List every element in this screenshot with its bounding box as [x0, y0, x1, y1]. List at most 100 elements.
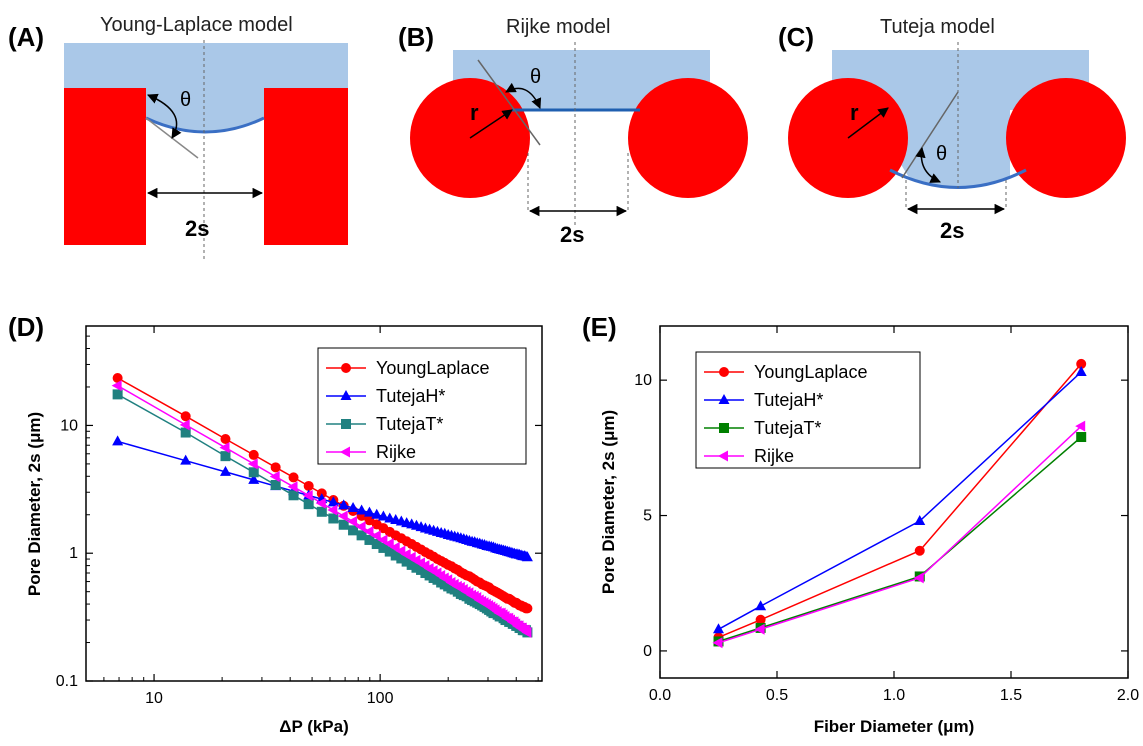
- chart-d-point-tutejat: [112, 389, 123, 400]
- chart-e-xtick-label: 2.0: [1117, 687, 1139, 704]
- chart-e-xtick-label: 1.0: [883, 687, 905, 704]
- radius-arrow-c: [847, 107, 889, 139]
- chart-e-legend-marker-rijke: [718, 450, 728, 462]
- chart-d-point-tutejat: [356, 530, 367, 541]
- chart-d-point-tutejah: [327, 496, 339, 507]
- chart-d-point-rijke: [377, 534, 388, 546]
- chart-d-point-tutejat: [303, 499, 314, 510]
- chart-d-point-tutejat: [396, 553, 407, 564]
- chart-d-point-tutejat: [390, 550, 401, 561]
- chart-d-point-rijke: [302, 489, 313, 501]
- chart-d-legend-label-younglaplace: YoungLaplace: [376, 358, 489, 378]
- chart-e-legend-marker-younglaplace: [719, 367, 729, 377]
- chart-d-point-rijke: [370, 530, 381, 542]
- chart-d-point-rijke: [327, 504, 338, 516]
- fiber-right-c: [1006, 78, 1126, 198]
- chart-d-point-rijke: [269, 471, 280, 483]
- gap-label-b: 2s: [560, 222, 584, 247]
- chart-e-legend-label-tutejah: TutejaH*: [754, 390, 823, 410]
- chart-d-legend-marker-rijke: [340, 446, 350, 458]
- chart-d-legend-label-rijke: Rijke: [376, 442, 416, 462]
- chart-d-ytick-label: 1: [69, 545, 78, 562]
- chart-d-frame: [85, 325, 543, 682]
- chart-e-point-rijke: [1075, 420, 1086, 432]
- panel-b-schematic: (B) Rijke model r θ 2s: [398, 16, 748, 247]
- chart-d-point-tutejah: [521, 551, 533, 562]
- chart-d-point-tutejat: [384, 546, 395, 557]
- chart-e-legend-label-tutejat: TutejaT*: [754, 418, 821, 438]
- chart-d-point-tutejat: [270, 479, 281, 490]
- chart-e-legend-label-rijke: Rijke: [754, 446, 794, 466]
- chart-e-point-younglaplace: [755, 614, 766, 625]
- chart-e-point-tutejah: [713, 623, 724, 634]
- chart-e-point-rijke: [754, 623, 765, 635]
- chart-d-point-tutejah: [347, 501, 359, 512]
- chart-e-legend: YoungLaplace TutejaH* TutejaT* Rijke: [695, 351, 921, 469]
- chart-d-point-tutejah: [377, 510, 389, 521]
- chart-d-point-tutejat: [328, 513, 339, 524]
- chart-d-legend-label-tutejat: TutejaT*: [376, 414, 443, 434]
- chart-d-point-tutejah: [180, 454, 192, 465]
- fiber-right-b: [628, 78, 748, 198]
- chart-d-point-tutejat: [248, 467, 259, 478]
- chart-d-point-younglaplace: [288, 472, 299, 483]
- chart-e-xtick-label: 0.5: [766, 687, 788, 704]
- theta-label-a: θ: [180, 89, 191, 111]
- chart-d-point-tutejah: [248, 473, 260, 484]
- tangent-line-c: [901, 91, 959, 179]
- panel-b-title: Rijke model: [506, 16, 610, 38]
- chart-e-series-line-younglaplace: [718, 363, 1082, 639]
- chart-d-ytick-label: 10: [60, 417, 78, 434]
- chart-d-point-tutejat: [401, 556, 412, 567]
- chart-e-series-line-rijke: [718, 425, 1082, 644]
- chart-e-ticks: 0.0 0.5 1.0 1.5 2.0 0 5 10: [634, 326, 1139, 704]
- theta-arc-a: [147, 93, 182, 139]
- chart-d-ylabel: Pore Diameter, 2s (μm): [25, 412, 44, 596]
- chart-e-legend-marker-tutejah: [718, 394, 730, 404]
- chart-d-point-rijke: [287, 481, 298, 493]
- chart-d-point-tutejah: [338, 499, 350, 510]
- chart-d-point-younglaplace: [248, 449, 259, 460]
- chart-d-point-rijke: [315, 497, 326, 509]
- chart-d-point-rijke: [247, 458, 258, 470]
- chart-d-point-tutejat: [338, 519, 349, 530]
- chart-d-point-younglaplace: [270, 462, 281, 473]
- chart-e-legend-marker-tutejat: [719, 423, 729, 433]
- chart-d-point-tutejat: [180, 427, 191, 438]
- chart-d-point-tutejat: [316, 506, 327, 517]
- panel-a-label: (A): [8, 22, 44, 52]
- chart-d-legend: YoungLaplace TutejaH* TutejaT* Rijke: [317, 347, 527, 465]
- chart-e-ytick-label: 0: [643, 643, 652, 660]
- gap-label-c: 2s: [940, 218, 964, 243]
- chart-d-point-younglaplace: [112, 373, 123, 384]
- chart-d-point-tutejat: [364, 534, 375, 545]
- chart-d-point-rijke: [521, 626, 532, 638]
- theta-label-b: θ: [530, 66, 541, 88]
- chart-e-point-tutejah: [1075, 366, 1087, 377]
- chart-e-ytick-label: 5: [643, 508, 652, 525]
- chart-e-point-tutejah: [755, 600, 767, 611]
- chart-d-point-rijke: [219, 442, 230, 454]
- liquid-layer-a: [64, 43, 348, 88]
- chart-e-series-line-tutejat: [718, 436, 1082, 643]
- chart-e-point-tutejat: [1076, 432, 1087, 443]
- solid-post-left-a: [64, 88, 146, 245]
- chart-d-point-rijke: [383, 538, 394, 550]
- chart-d-ytick-label: 0.1: [56, 673, 78, 690]
- panel-a-schematic: (A) Young-Laplace model θ 2s: [8, 14, 348, 262]
- chart-d-series: [111, 373, 533, 638]
- chart-d-point-rijke: [363, 525, 374, 537]
- chart-e-point-rijke: [712, 637, 723, 649]
- chart-d-point-younglaplace: [303, 480, 314, 491]
- chart-d-point-younglaplace: [220, 434, 231, 445]
- chart-d-xtick-label: 10: [145, 690, 163, 707]
- chart-e-legend-label-younglaplace: YoungLaplace: [754, 362, 867, 382]
- chart-e: 0.0 0.5 1.0 1.5 2.0 0 5 10 YoungLaplace TutejaH*…: [599, 325, 1139, 736]
- theta-arc-c: [915, 146, 941, 183]
- panel-a-title: Young-Laplace model: [100, 14, 293, 36]
- chart-d-ticks: 10 100 0.1 1 10: [56, 326, 542, 707]
- chart-d-point-younglaplace: [522, 603, 533, 614]
- chart-d-point-tutejah: [363, 506, 375, 517]
- chart-d-legend-marker-younglaplace: [341, 363, 351, 373]
